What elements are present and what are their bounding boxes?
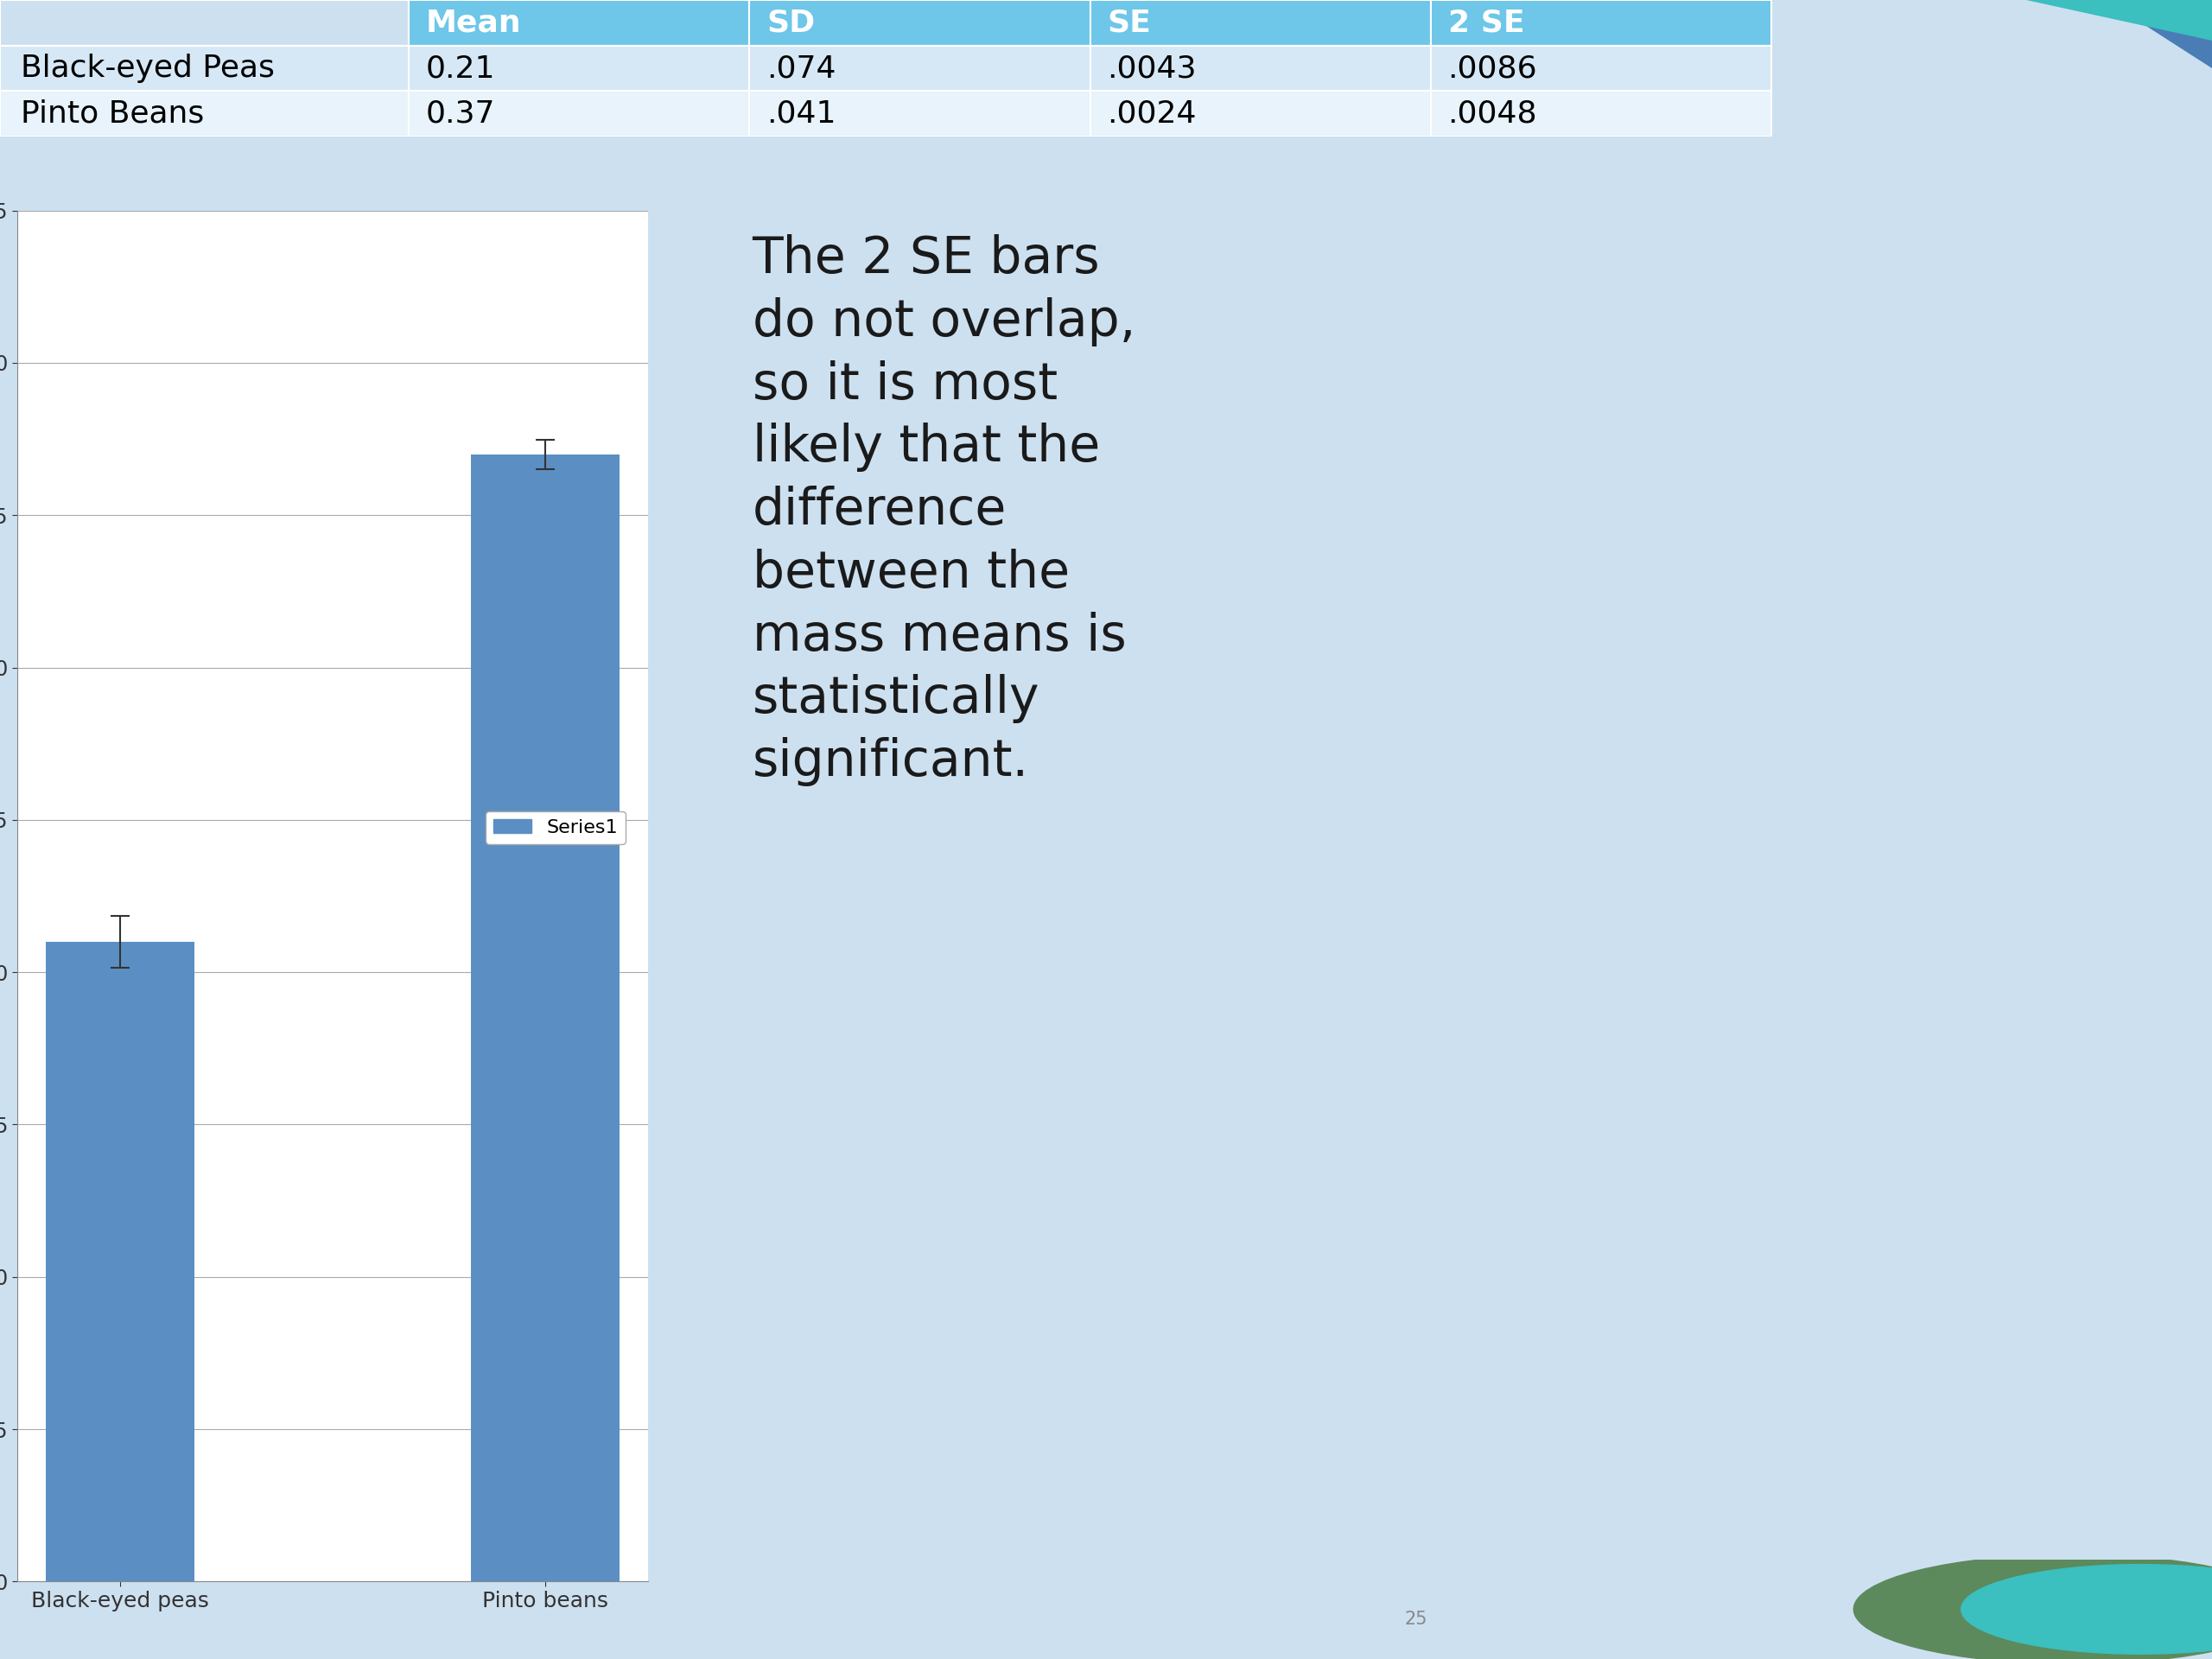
Polygon shape bbox=[1947, 0, 2212, 68]
Bar bbox=[409, 45, 750, 91]
Text: .0043: .0043 bbox=[1106, 53, 1197, 83]
Bar bbox=[1091, 45, 1431, 91]
Bar bbox=[471, 455, 619, 1581]
Bar bbox=[409, 91, 750, 136]
Bar bbox=[1431, 0, 1772, 45]
Text: 0.21: 0.21 bbox=[425, 53, 495, 83]
Text: SE: SE bbox=[1106, 8, 1150, 38]
Legend: Series1: Series1 bbox=[484, 811, 626, 844]
Bar bbox=[46, 942, 195, 1581]
Bar bbox=[750, 0, 1091, 45]
Text: 0.37: 0.37 bbox=[425, 100, 495, 128]
Bar bbox=[750, 45, 1091, 91]
Bar bbox=[0, 0, 409, 45]
Text: Mean: Mean bbox=[425, 8, 522, 38]
Bar bbox=[409, 0, 750, 45]
Text: 2 SE: 2 SE bbox=[1449, 8, 1524, 38]
Bar bbox=[750, 91, 1091, 136]
Bar bbox=[0, 45, 409, 91]
Text: .074: .074 bbox=[768, 53, 836, 83]
Text: .0048: .0048 bbox=[1449, 100, 1537, 128]
Bar bbox=[1091, 91, 1431, 136]
Text: .0086: .0086 bbox=[1449, 53, 1537, 83]
Text: .0024: .0024 bbox=[1106, 100, 1197, 128]
Text: 25: 25 bbox=[1405, 1611, 1427, 1627]
Bar bbox=[1091, 0, 1431, 45]
Text: The 2 SE bars
do not overlap,
so it is most
likely that the
difference
between t: The 2 SE bars do not overlap, so it is m… bbox=[752, 234, 1135, 786]
Bar bbox=[1431, 91, 1772, 136]
Text: Pinto Beans: Pinto Beans bbox=[20, 100, 204, 128]
Circle shape bbox=[1962, 1564, 2212, 1654]
Text: SD: SD bbox=[768, 8, 814, 38]
Text: .041: .041 bbox=[768, 100, 836, 128]
Bar bbox=[1431, 45, 1772, 91]
Text: Black-eyed Peas: Black-eyed Peas bbox=[20, 53, 274, 83]
Bar bbox=[0, 91, 409, 136]
Polygon shape bbox=[2026, 0, 2212, 41]
Circle shape bbox=[1854, 1554, 2212, 1659]
